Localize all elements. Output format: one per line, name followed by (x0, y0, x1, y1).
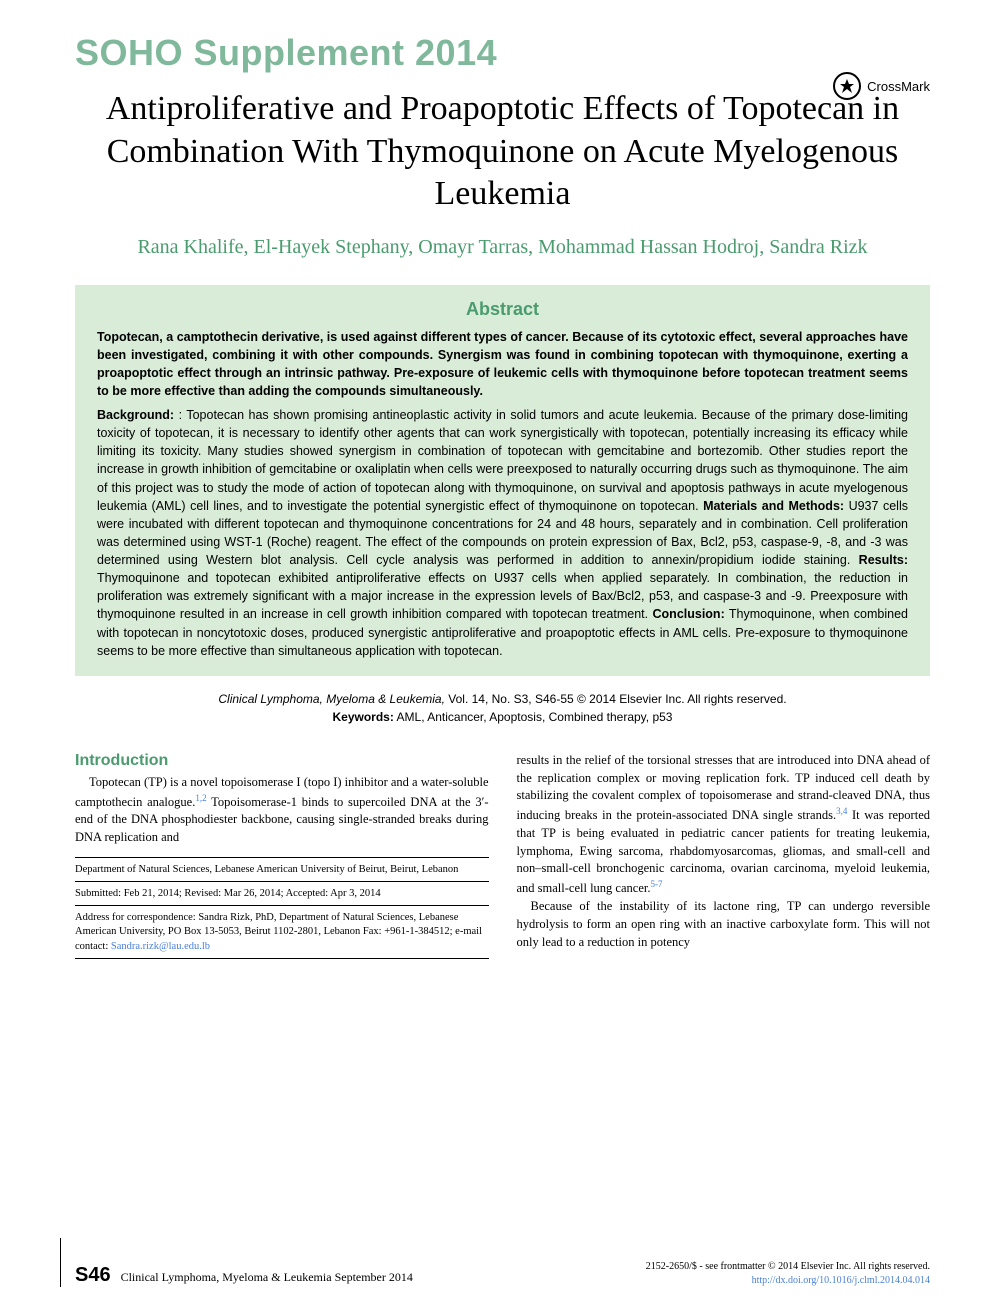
footer-journal-name: Clinical Lymphoma, Myeloma & Leukemia (121, 1270, 332, 1284)
citation-keywords-label: Keywords: (333, 710, 394, 724)
footer-right: 2152-2650/$ - see frontmatter © 2014 Els… (646, 1260, 930, 1287)
introduction-heading: Introduction (75, 752, 489, 770)
abstract-block: Abstract Topotecan, a camptothecin deriv… (75, 285, 930, 676)
right-column: results in the relief of the torsional s… (517, 752, 931, 959)
abstract-methods-label: Materials and Methods: (703, 499, 844, 513)
abstract-conclusion-label: Conclusion: (653, 607, 725, 621)
body-columns: Introduction Topotecan (TP) is a novel t… (75, 752, 930, 959)
citation-vol: Vol. 14, No. S3, S46-55 © 2014 Elsevier … (445, 692, 787, 706)
correspondence: Address for correspondence: Sandra Rizk,… (75, 905, 489, 959)
intro-para-2: results in the relief of the torsional s… (517, 752, 931, 898)
abstract-heading: Abstract (97, 299, 908, 320)
footer-left: S46 Clinical Lymphoma, Myeloma & Leukemi… (75, 1264, 413, 1287)
correspondence-email-link[interactable]: Sandra.rizk@lau.edu.lb (111, 941, 210, 952)
page-footer: S46 Clinical Lymphoma, Myeloma & Leukemi… (75, 1260, 930, 1287)
intro-para-1: Topotecan (TP) is a novel topoisomerase … (75, 774, 489, 847)
citation-journal: Clinical Lymphoma, Myeloma & Leukemia, (218, 692, 445, 706)
intro-ref-1[interactable]: 1,2 (195, 793, 206, 803)
abstract-body: Background: : Topotecan has shown promis… (97, 406, 908, 660)
abstract-background-label: Background: (97, 408, 174, 422)
footer-journal: Clinical Lymphoma, Myeloma & Leukemia Se… (121, 1270, 413, 1285)
footer-rule (60, 1238, 61, 1287)
page-number: S46 (75, 1264, 111, 1287)
crossmark-label: CrossMark (867, 79, 930, 94)
abstract-results-label: Results: (859, 553, 908, 567)
doi-link[interactable]: http://dx.doi.org/10.1016/j.clml.2014.04… (752, 1275, 930, 1286)
intro-para-3: Because of the instability of its lacton… (517, 898, 931, 951)
submission-dates: Submitted: Feb 21, 2014; Revised: Mar 26… (75, 881, 489, 905)
abstract-background-text: : Topotecan has shown promising antineop… (97, 408, 908, 513)
citation-block: Clinical Lymphoma, Myeloma & Leukemia, V… (115, 690, 890, 726)
affiliation: Department of Natural Sciences, Lebanese… (75, 857, 489, 881)
intro-ref-2[interactable]: 3,4 (836, 806, 847, 816)
supplement-title: SOHO Supplement 2014 (75, 32, 930, 74)
footer-rights: 2152-2650/$ - see frontmatter © 2014 Els… (646, 1260, 930, 1274)
intro-ref-3[interactable]: 5-7 (650, 879, 662, 889)
authors: Rana Khalife, El-Hayek Stephany, Omayr T… (75, 234, 930, 261)
left-column: Introduction Topotecan (TP) is a novel t… (75, 752, 489, 959)
article-title: Antiproliferative and Proapoptotic Effec… (95, 88, 910, 216)
footer-month: September 2014 (332, 1270, 413, 1284)
abstract-lead: Topotecan, a camptothecin derivative, is… (97, 328, 908, 401)
citation-keywords: AML, Anticancer, Apoptosis, Combined the… (394, 710, 673, 724)
crossmark-icon (833, 72, 861, 100)
crossmark-badge[interactable]: CrossMark (833, 72, 930, 100)
